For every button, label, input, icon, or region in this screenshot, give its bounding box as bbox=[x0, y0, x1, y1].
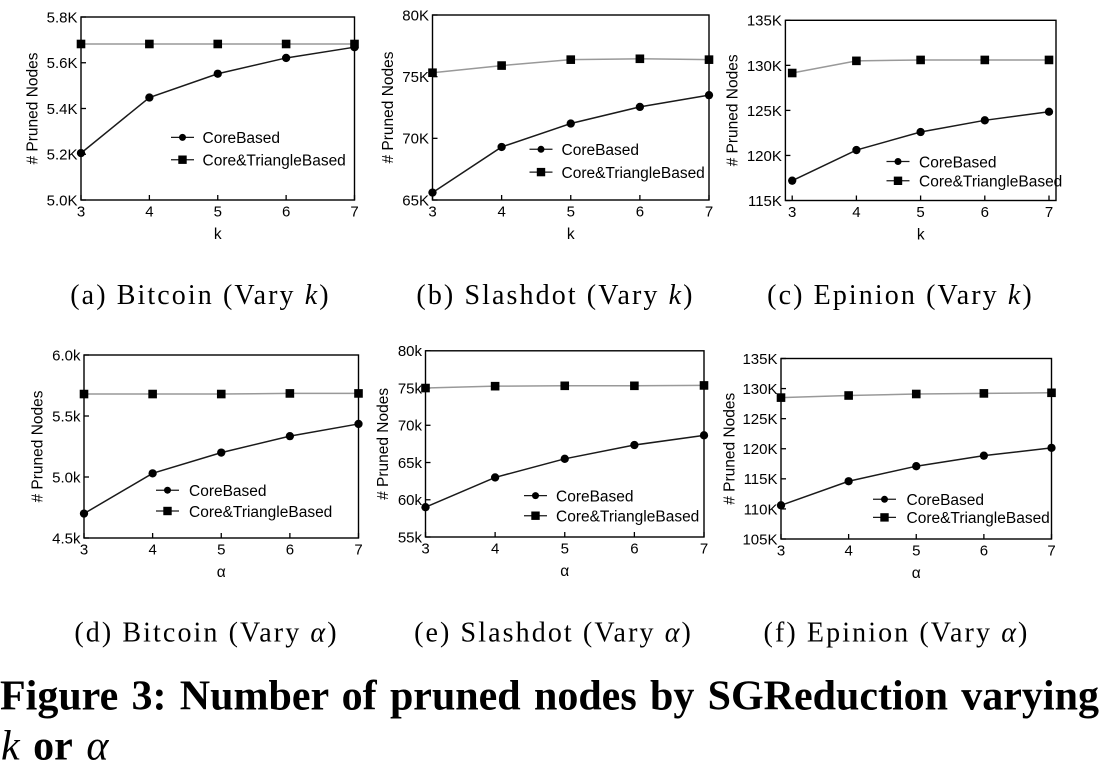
svg-text:CoreBased: CoreBased bbox=[556, 488, 634, 505]
svg-text:# Pruned Nodes: # Pruned Nodes bbox=[380, 51, 397, 163]
svg-text:k or α: k or α bbox=[1, 724, 109, 769]
svg-text:3: 3 bbox=[80, 542, 88, 559]
svg-text:4: 4 bbox=[497, 204, 505, 221]
svg-text:60k: 60k bbox=[398, 492, 423, 509]
svg-text:3: 3 bbox=[77, 204, 85, 221]
svg-text:4: 4 bbox=[491, 541, 499, 558]
svg-text:(c) Epinion (Vary k): (c) Epinion (Vary k) bbox=[767, 280, 1034, 311]
svg-text:Figure 3: Number of pruned nod: Figure 3: Number of pruned nodes by SGRe… bbox=[0, 674, 1099, 720]
svg-text:Core&TriangleBased: Core&TriangleBased bbox=[556, 509, 699, 526]
svg-text:6: 6 bbox=[981, 204, 989, 221]
svg-text:# Pruned Nodes: # Pruned Nodes bbox=[25, 52, 42, 164]
svg-text:k: k bbox=[214, 226, 222, 243]
svg-text:130K: 130K bbox=[742, 381, 777, 398]
svg-text:70K: 70K bbox=[402, 131, 429, 148]
svg-text:5: 5 bbox=[217, 542, 225, 559]
svg-text:(a) Bitcoin (Vary k): (a) Bitcoin (Vary k) bbox=[70, 280, 330, 311]
svg-text:# Pruned Nodes: # Pruned Nodes bbox=[721, 392, 738, 504]
svg-text:6: 6 bbox=[286, 542, 294, 559]
svg-text:6: 6 bbox=[630, 541, 638, 558]
svg-text:7: 7 bbox=[350, 204, 358, 221]
svg-text:k: k bbox=[917, 227, 925, 244]
svg-text:(b) Slashdot (Vary k): (b) Slashdot (Vary k) bbox=[416, 280, 694, 311]
svg-text:120K: 120K bbox=[742, 441, 777, 458]
svg-text:# Pruned Nodes: # Pruned Nodes bbox=[725, 54, 742, 166]
svg-text:5: 5 bbox=[214, 204, 222, 221]
svg-text:(f) Epinion (Vary α): (f) Epinion (Vary α) bbox=[764, 618, 1030, 649]
svg-text:5.0k: 5.0k bbox=[52, 469, 81, 486]
svg-text:75k: 75k bbox=[398, 380, 423, 397]
svg-text:4.5k: 4.5k bbox=[52, 530, 81, 547]
svg-text:# Pruned Nodes: # Pruned Nodes bbox=[375, 388, 392, 500]
svg-text:70k: 70k bbox=[398, 418, 423, 435]
svg-text:3: 3 bbox=[421, 541, 429, 558]
svg-text:65k: 65k bbox=[398, 455, 423, 472]
svg-text:k: k bbox=[567, 226, 575, 243]
svg-text:3: 3 bbox=[788, 204, 796, 221]
svg-text:110K: 110K bbox=[744, 501, 778, 518]
svg-text:Core&TriangleBased: Core&TriangleBased bbox=[562, 165, 705, 182]
svg-text:7: 7 bbox=[1045, 204, 1053, 221]
svg-text:80k: 80k bbox=[398, 343, 423, 360]
svg-text:125K: 125K bbox=[742, 411, 777, 428]
svg-text:6: 6 bbox=[980, 543, 988, 560]
svg-text:α: α bbox=[560, 563, 569, 580]
svg-text:5.2K: 5.2K bbox=[47, 147, 78, 164]
svg-text:120K: 120K bbox=[747, 148, 782, 165]
svg-text:5.8K: 5.8K bbox=[47, 9, 78, 26]
svg-text:7: 7 bbox=[1047, 543, 1055, 560]
svg-text:CoreBased: CoreBased bbox=[919, 154, 997, 171]
svg-text:6.0k: 6.0k bbox=[52, 347, 81, 364]
svg-text:5: 5 bbox=[912, 543, 920, 560]
svg-text:65K: 65K bbox=[402, 192, 429, 209]
svg-text:75K: 75K bbox=[402, 69, 429, 86]
svg-text:7: 7 bbox=[354, 542, 362, 559]
svg-text:130K: 130K bbox=[747, 58, 782, 75]
svg-text:4: 4 bbox=[145, 204, 153, 221]
svg-text:(d) Bitcoin (Vary α): (d) Bitcoin (Vary α) bbox=[74, 618, 338, 649]
svg-text:Core&TriangleBased: Core&TriangleBased bbox=[919, 174, 1062, 191]
svg-text:4: 4 bbox=[148, 542, 156, 559]
svg-text:(e) Slashdot (Vary α): (e) Slashdot (Vary α) bbox=[414, 618, 693, 649]
svg-text:5.5k: 5.5k bbox=[52, 408, 81, 425]
svg-text:5.6K: 5.6K bbox=[47, 55, 78, 72]
svg-text:CoreBased: CoreBased bbox=[203, 130, 281, 147]
svg-text:135K: 135K bbox=[747, 13, 782, 30]
svg-text:Core&TriangleBased: Core&TriangleBased bbox=[203, 153, 346, 170]
svg-text:6: 6 bbox=[636, 204, 644, 221]
svg-text:115K: 115K bbox=[748, 193, 782, 210]
svg-text:α: α bbox=[217, 564, 226, 581]
svg-text:α: α bbox=[912, 565, 921, 582]
svg-text:Core&TriangleBased: Core&TriangleBased bbox=[189, 504, 332, 521]
svg-text:5.0K: 5.0K bbox=[47, 192, 78, 209]
svg-text:80K: 80K bbox=[402, 7, 429, 24]
svg-text:105K: 105K bbox=[742, 531, 777, 548]
svg-text:4: 4 bbox=[852, 204, 860, 221]
svg-text:125K: 125K bbox=[747, 103, 782, 120]
svg-text:CoreBased: CoreBased bbox=[189, 483, 267, 500]
svg-text:5: 5 bbox=[567, 204, 575, 221]
svg-text:7: 7 bbox=[705, 204, 713, 221]
svg-text:5.4K: 5.4K bbox=[47, 101, 78, 118]
svg-text:7: 7 bbox=[700, 541, 708, 558]
svg-text:3: 3 bbox=[777, 543, 785, 560]
svg-text:135K: 135K bbox=[742, 351, 777, 368]
svg-text:# Pruned Nodes: # Pruned Nodes bbox=[30, 390, 47, 502]
svg-text:3: 3 bbox=[428, 204, 436, 221]
svg-text:55k: 55k bbox=[398, 529, 423, 546]
svg-text:5: 5 bbox=[916, 204, 924, 221]
svg-text:Core&TriangleBased: Core&TriangleBased bbox=[907, 510, 1050, 527]
svg-text:6: 6 bbox=[282, 204, 290, 221]
svg-text:CoreBased: CoreBased bbox=[907, 492, 985, 509]
svg-text:CoreBased: CoreBased bbox=[562, 142, 640, 159]
svg-text:4: 4 bbox=[844, 543, 852, 560]
svg-text:115K: 115K bbox=[744, 471, 778, 488]
svg-text:5: 5 bbox=[561, 541, 569, 558]
